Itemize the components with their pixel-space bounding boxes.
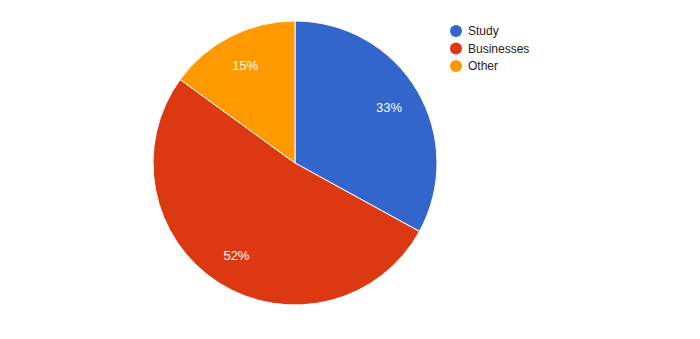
legend: Study Businesses Other: [450, 24, 529, 73]
legend-label: Other: [468, 59, 498, 73]
legend-item: Study: [450, 24, 499, 38]
pie-slice: [180, 21, 295, 163]
legend-label: Study: [468, 24, 499, 38]
legend-marker: [450, 25, 462, 37]
pie: 33% 52% 15%: [153, 21, 437, 305]
legend-marker: [450, 60, 462, 72]
data-label: 52%: [223, 248, 249, 263]
data-label: 33%: [376, 100, 402, 115]
legend-label: Businesses: [468, 42, 529, 56]
legend-marker: [450, 43, 462, 55]
chart: 33% 52% 15% Study Businesses Other: [0, 0, 700, 339]
legend-item: Other: [450, 59, 498, 73]
legend-item: Businesses: [450, 42, 529, 56]
data-label: 15%: [232, 58, 258, 73]
